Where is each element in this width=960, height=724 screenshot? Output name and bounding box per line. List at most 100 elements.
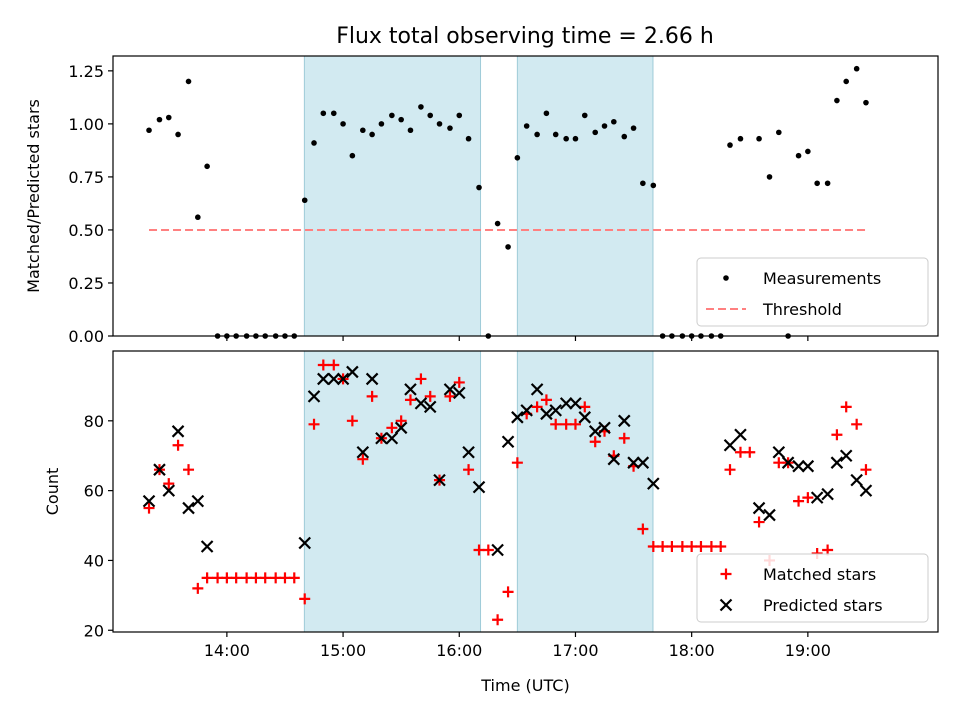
- matched-star-point: [715, 540, 727, 552]
- bottom-panel: 20 40 60 80 14:00 15:00 16:00 17:00 18:00 19:00 Co…: [43, 350, 939, 695]
- matched-star-point: [840, 401, 852, 413]
- predicted-star-point: [307, 390, 321, 403]
- matched-star-point: [444, 390, 456, 402]
- legend-box: [696, 553, 929, 623]
- legend-box: [696, 257, 929, 327]
- measurement-point: [175, 131, 181, 138]
- measurement-point: [640, 180, 646, 187]
- predicted-star-point: [171, 425, 185, 438]
- predicted-star-point: [617, 414, 631, 428]
- predicted-star-point: [472, 480, 486, 494]
- measurement-point: [630, 125, 637, 131]
- y-axis-label: Matched/Predicted stars: [24, 99, 43, 293]
- matched-star-point: [560, 418, 572, 430]
- measurement-point: [494, 220, 501, 227]
- predicted-star-point: [549, 404, 562, 417]
- matched-star-point: [212, 572, 224, 584]
- matched-star-point: [540, 394, 552, 406]
- matched-star-point: [279, 572, 291, 584]
- measurement-point: [427, 112, 434, 119]
- predicted-star-point: [200, 540, 214, 553]
- predicted-star-point: [607, 452, 621, 466]
- shaded-interval: [303, 55, 482, 337]
- matched-star-point: [666, 540, 678, 552]
- y-tick-label: 1.25: [68, 62, 104, 81]
- matched-star-point: [308, 418, 320, 430]
- measurement-point: [766, 174, 773, 180]
- predicted-star-point: [792, 459, 805, 473]
- predicted-star-point: [598, 421, 611, 435]
- measurement-point: [156, 116, 163, 123]
- measurement-point: [572, 135, 579, 142]
- measurement-point: [360, 127, 366, 134]
- matched-star-point: [143, 502, 155, 514]
- y-tick-label: 0.50: [68, 221, 104, 240]
- matched-star-point: [172, 439, 184, 451]
- predicted-star-point: [511, 411, 524, 424]
- y-tick-label: 40: [84, 551, 104, 570]
- matched-star-point: [686, 540, 698, 552]
- measurement-point: [505, 244, 511, 250]
- matched-star-point: [299, 593, 311, 605]
- matched-star-point: [744, 446, 756, 458]
- predicted-star-point: [298, 536, 312, 550]
- predicted-star-point: [452, 386, 466, 400]
- x-tick-label: 15:00: [320, 641, 366, 660]
- predicted-star-point: [588, 425, 602, 438]
- measurement-point: [389, 112, 395, 119]
- measurement-point: [407, 127, 414, 134]
- predicted-star-point: [191, 494, 205, 508]
- measurement-point: [165, 114, 172, 121]
- predicted-star-point: [162, 484, 176, 497]
- measurement-point: [447, 125, 453, 131]
- measurement-point: [737, 135, 744, 142]
- matched-star-point: [163, 478, 175, 490]
- matched-star-point: [531, 401, 543, 413]
- predicted-star-point: [569, 397, 582, 410]
- y-tick-label: 0.25: [68, 274, 104, 293]
- matched-star-point: [473, 544, 485, 556]
- predicted-star-point: [404, 383, 417, 396]
- measurement-point: [320, 110, 327, 117]
- matched-star-point: [404, 394, 416, 406]
- measurement-point: [611, 118, 617, 125]
- shaded-interval: [516, 350, 654, 633]
- matched-star-point: [647, 540, 659, 552]
- measurement-point: [369, 131, 375, 138]
- legend-label: Measurements: [763, 269, 881, 288]
- y-tick-label: 60: [84, 482, 104, 501]
- matched-star-point: [802, 492, 814, 504]
- predicted-star-point: [540, 407, 553, 421]
- predicted-star-point: [375, 431, 388, 445]
- matched-star-point: [502, 586, 514, 598]
- measurement-point: [185, 78, 192, 85]
- predicted-star-point: [530, 383, 544, 396]
- measurement-point: [805, 148, 811, 155]
- y-tick-label: 20: [84, 621, 104, 640]
- measurement-point: [621, 133, 628, 140]
- y-tick-label: 0.00: [68, 327, 104, 346]
- predicted-star-point: [346, 365, 359, 379]
- matched-star-point: [357, 453, 369, 465]
- matched-star-point: [618, 432, 630, 444]
- measurement-point: [436, 121, 443, 127]
- matched-star-point: [328, 359, 340, 371]
- measurement-point: [863, 99, 869, 106]
- predicted-star-point: [763, 508, 776, 522]
- predicted-star-point: [647, 477, 660, 490]
- matched-star-point: [637, 523, 649, 535]
- y-tick-label: 0.75: [68, 168, 104, 187]
- predicted-star-point: [859, 484, 873, 497]
- predicted-star-point: [830, 456, 844, 469]
- measurement-point: [543, 110, 550, 117]
- measurement-point: [301, 197, 308, 204]
- measurement-point: [581, 112, 588, 119]
- matched-star-point: [511, 457, 523, 469]
- predicted-star-point: [578, 411, 592, 424]
- measurement-point: [834, 97, 840, 104]
- matched-star-point: [250, 572, 262, 584]
- measurement-point: [563, 135, 569, 142]
- predicted-star-point: [385, 431, 399, 445]
- measurement-point: [824, 180, 831, 187]
- legend-marker: [720, 568, 732, 580]
